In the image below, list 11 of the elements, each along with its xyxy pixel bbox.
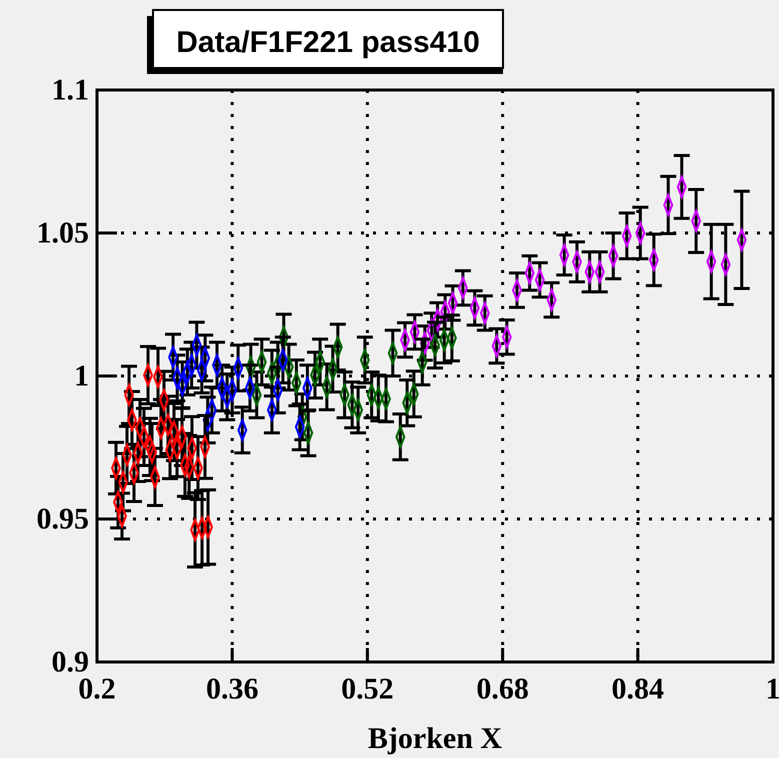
x-tick-label: 0.52: [341, 672, 394, 706]
y-tick-label: 1: [74, 360, 89, 393]
x-tick-label: 0.36: [206, 672, 258, 706]
y-tick-label: 0.95: [36, 502, 89, 536]
y-tick-label: 1.1: [52, 74, 89, 107]
x-tick-label: 0.68: [476, 672, 529, 706]
y-tick-label: 1.05: [36, 216, 89, 250]
x-axis-title: Bjorken X: [368, 722, 502, 755]
x-tick-label: 0.84: [612, 672, 664, 706]
x-tick-label: 1: [766, 672, 779, 706]
chart-title: Data/F1F221 pass410: [176, 26, 480, 59]
